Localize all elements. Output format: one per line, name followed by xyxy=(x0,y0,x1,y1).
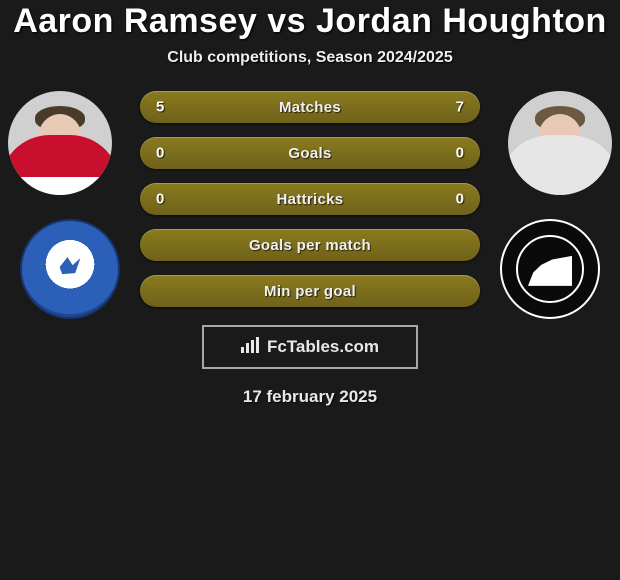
header: Aaron Ramsey vs Jordan Houghton Club com… xyxy=(0,0,620,67)
player1-club-badge xyxy=(20,219,120,319)
player2-avatar xyxy=(508,91,612,195)
stat-row-matches: 5 Matches 7 xyxy=(140,91,480,123)
avatar-body xyxy=(8,135,112,195)
stat-left-value: 0 xyxy=(156,191,164,208)
comparison-panel: 5 Matches 7 0 Goals 0 0 Hattricks 0 Goal… xyxy=(0,91,620,407)
stat-right-value: 7 xyxy=(456,99,464,116)
avatar-body xyxy=(508,135,612,195)
stat-right-value: 0 xyxy=(456,191,464,208)
stat-row-min-per-goal: Min per goal xyxy=(140,275,480,307)
stat-label: Min per goal xyxy=(264,283,356,300)
title-joiner: vs xyxy=(257,2,316,40)
player1-name: Aaron Ramsey xyxy=(13,2,257,40)
stat-row-hattricks: 0 Hattricks 0 xyxy=(140,183,480,215)
stat-rows: 5 Matches 7 0 Goals 0 0 Hattricks 0 Goal… xyxy=(140,91,480,307)
date-line: 17 february 2025 xyxy=(0,387,620,407)
chart-icon xyxy=(241,337,261,358)
club-badge-icon xyxy=(20,219,120,319)
stat-label: Matches xyxy=(279,99,341,116)
stat-row-goals-per-match: Goals per match xyxy=(140,229,480,261)
stat-row-goals: 0 Goals 0 xyxy=(140,137,480,169)
stat-left-value: 5 xyxy=(156,99,164,116)
stat-label: Goals per match xyxy=(249,237,371,254)
player2-club-badge xyxy=(500,219,600,319)
club-badge-icon xyxy=(500,219,600,319)
brand-text: FcTables.com xyxy=(267,337,379,357)
page-title: Aaron Ramsey vs Jordan Houghton xyxy=(0,2,620,41)
player1-avatar xyxy=(8,91,112,195)
stat-right-value: 0 xyxy=(456,145,464,162)
stat-label: Goals xyxy=(288,145,331,162)
player2-name: Jordan Houghton xyxy=(316,2,607,40)
subtitle: Club competitions, Season 2024/2025 xyxy=(0,49,620,67)
brand-box: FcTables.com xyxy=(202,325,418,369)
stat-left-value: 0 xyxy=(156,145,164,162)
stat-label: Hattricks xyxy=(277,191,344,208)
